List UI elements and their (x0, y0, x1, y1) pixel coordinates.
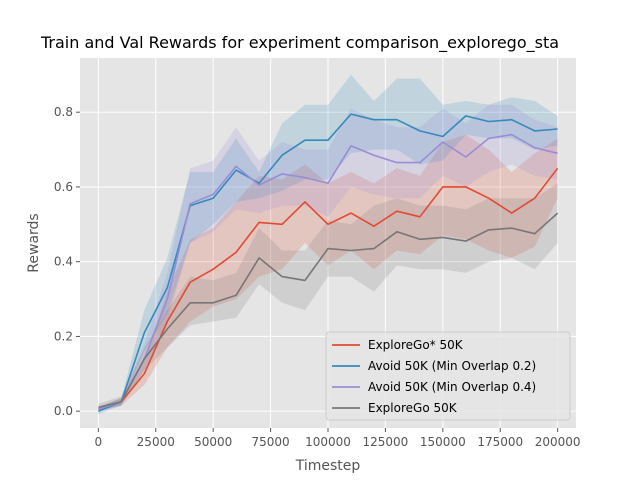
x-tick-label: 175000 (477, 435, 523, 449)
x-tick-label: 50000 (194, 435, 232, 449)
legend-label: ExploreGo* 50K (368, 338, 464, 352)
confidence-band (98, 104, 558, 412)
x-tick-label: 125000 (363, 435, 409, 449)
series-line (98, 133, 558, 411)
x-tick-label: 200000 (535, 435, 581, 449)
x-tick-label: 0 (95, 435, 103, 449)
legend-label: Avoid 50K (Min Overlap 0.2) (368, 359, 536, 373)
series-line (98, 212, 559, 409)
series-line (98, 167, 559, 411)
confidence-bands (98, 74, 558, 415)
y-axis-ticks: 0.0 0.2 0.4 0.6 0.8 (54, 105, 80, 418)
confidence-band (98, 183, 558, 410)
legend-label: Avoid 50K (Min Overlap 0.4) (368, 380, 536, 394)
chart-title: Train and Val Rewards for experiment com… (40, 33, 559, 53)
y-tick-label: 0.0 (54, 404, 73, 418)
confidence-band (98, 74, 558, 415)
legend-box (325, 331, 571, 421)
series-lines (98, 113, 559, 412)
confidence-band (98, 134, 558, 412)
x-tick-label: 100000 (305, 435, 351, 449)
y-tick-label: 0.8 (54, 105, 73, 119)
x-tick-label: 25000 (137, 435, 175, 449)
x-axis-ticks: 0 25000 50000 75000 100000 125000 150000 175000… (95, 428, 581, 449)
y-tick-label: 0.6 (54, 180, 73, 194)
y-tick-label: 0.2 (54, 329, 73, 343)
legend-label: ExploreGo 50K (368, 401, 458, 415)
legend: ExploreGo* 50K Avoid 50K (Min Overlap 0.2… (325, 331, 571, 421)
x-tick-label: 75000 (251, 435, 289, 449)
y-tick-label: 0.4 (54, 255, 73, 269)
x-tick-label: 150000 (420, 435, 466, 449)
y-axis-label: Rewards (26, 213, 42, 272)
x-axis-label: Timestep (295, 458, 361, 474)
series-line (98, 113, 558, 412)
